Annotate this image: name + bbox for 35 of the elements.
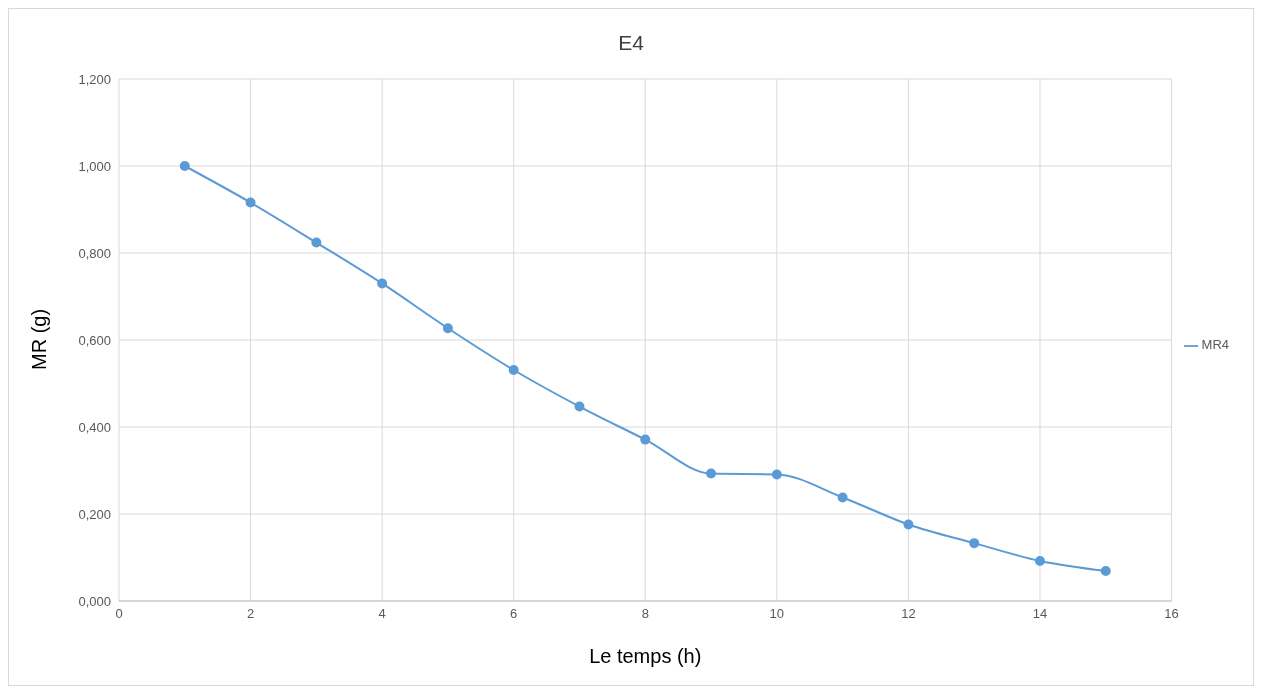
- point: [1100, 565, 1111, 576]
- x-tick-label: 8: [641, 606, 649, 622]
- point: [706, 468, 717, 479]
- y-tick-label: 0,000: [78, 593, 111, 609]
- point: [771, 469, 782, 480]
- x-tick-label: 0: [115, 606, 123, 622]
- point: [837, 492, 848, 503]
- point: [508, 365, 519, 376]
- x-axis-title: Le temps (h): [589, 645, 702, 667]
- x-tick-label: 10: [769, 606, 785, 622]
- y-tick-label: 0,200: [78, 506, 111, 522]
- x-tick-label: 12: [901, 606, 916, 622]
- point: [377, 278, 388, 289]
- y-tick-label: 1,000: [78, 158, 111, 174]
- point: [1034, 555, 1045, 566]
- point: [640, 434, 651, 445]
- y-tick-label: 0,400: [78, 419, 111, 435]
- point: [311, 237, 322, 248]
- point: [442, 323, 453, 334]
- point: [969, 538, 980, 549]
- y-tick-label: 1,200: [78, 71, 111, 87]
- chart-title: E4: [617, 31, 645, 55]
- point: [574, 401, 585, 412]
- x-tick-label: 6: [510, 606, 518, 622]
- x-tick-label: 14: [1032, 606, 1048, 622]
- y-axis-title: MR (g): [28, 308, 51, 370]
- y-tick-label: 0,800: [78, 245, 111, 261]
- x-tick-label: 16: [1164, 606, 1179, 622]
- point: [179, 161, 190, 171]
- legend-label: MR4: [1201, 337, 1229, 353]
- x-tick-label: 2: [246, 606, 255, 622]
- point: [903, 519, 914, 530]
- y-tick-label: 0,600: [78, 332, 111, 348]
- x-tick-label: 4: [378, 606, 386, 622]
- point: [245, 197, 256, 208]
